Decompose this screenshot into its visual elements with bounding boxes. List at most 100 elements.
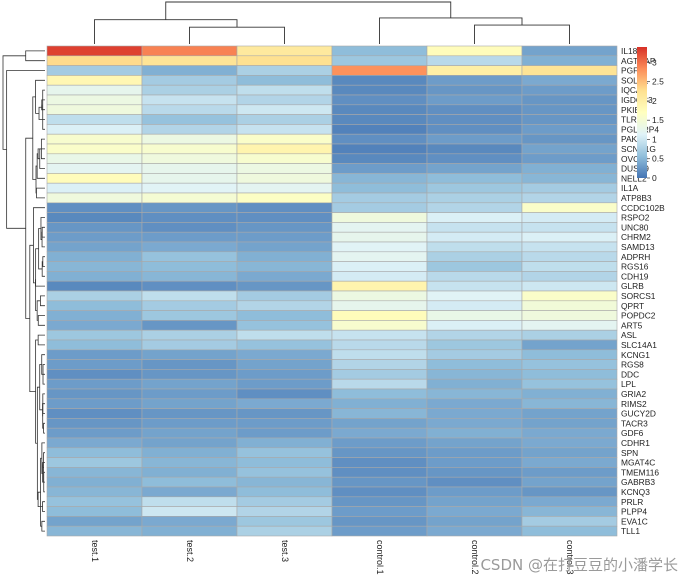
heatmap-cell	[331, 212, 428, 223]
heatmap-cell	[46, 320, 143, 331]
heatmap-cell	[426, 153, 523, 164]
heatmap-cell	[236, 486, 333, 498]
row-label: GUCY2D	[621, 409, 656, 419]
heatmap-cell	[331, 457, 428, 468]
heatmap-cell	[426, 192, 523, 204]
heatmap-cell	[331, 75, 428, 86]
legend-tick-label: 3	[652, 57, 657, 67]
heatmap-cell	[141, 94, 238, 106]
legend-tick-label: 1	[652, 134, 657, 144]
heatmap-cell	[141, 133, 238, 145]
heatmap-cell	[236, 329, 333, 341]
heatmap-cell	[141, 192, 238, 204]
heatmap-cell	[426, 55, 523, 66]
row-dendrogram-branch	[36, 300, 41, 321]
heatmap-cell	[331, 45, 428, 57]
heatmap-cell	[141, 339, 238, 351]
row-dendrogram-branch	[2, 55, 26, 150]
heatmap-cell	[141, 163, 238, 174]
column-dendrogram	[94, 1, 570, 44]
heatmap-cell	[46, 418, 143, 429]
heatmap-cell	[236, 476, 333, 488]
heatmap-cell	[521, 231, 618, 243]
column-dendrogram-branch	[379, 17, 523, 44]
heatmap-cell	[331, 173, 428, 184]
heatmap-cell	[236, 447, 333, 458]
row-dendrogram-branch	[37, 334, 45, 346]
heatmap-cell	[46, 388, 143, 400]
heatmap-cell	[46, 182, 143, 194]
row-label: IGDCC3	[621, 95, 653, 105]
heatmap-cell	[426, 447, 523, 458]
heatmap-cell	[331, 55, 428, 66]
row-label: GABRB3	[621, 477, 655, 487]
heatmap-cell	[141, 104, 238, 115]
heatmap-cell	[331, 476, 428, 488]
heatmap-cell	[426, 467, 523, 478]
heatmap-cell	[141, 45, 238, 57]
heatmap-cell	[331, 427, 428, 439]
heatmap-cell	[521, 133, 618, 145]
heatmap-cell	[426, 359, 523, 370]
heatmap-cell	[331, 447, 428, 458]
row-dendrogram-branch	[36, 187, 45, 199]
row-dendrogram-branch	[41, 99, 45, 111]
heatmap-cell	[521, 427, 618, 439]
heatmap-cell	[521, 124, 618, 135]
heatmap-cell	[426, 418, 523, 429]
heatmap-cell	[236, 75, 333, 86]
row-label: KCNQ3	[621, 487, 650, 497]
row-label: PGF	[621, 66, 638, 76]
heatmap-cell	[426, 114, 523, 125]
heatmap-cell	[521, 94, 618, 106]
row-label: IL18	[621, 46, 638, 56]
heatmap-cell	[521, 192, 618, 204]
heatmap-cell	[426, 457, 523, 468]
column-label: test.3	[280, 540, 290, 562]
heatmap-cell	[236, 212, 333, 223]
heatmap-cell	[331, 339, 428, 351]
row-label: ADPRH	[621, 252, 650, 262]
heatmap-cell	[236, 45, 333, 57]
row-label: QPRT	[621, 301, 644, 311]
heatmap-cell	[331, 516, 428, 527]
heatmap-cell	[426, 388, 523, 400]
row-dendrogram-branch	[35, 165, 38, 194]
row-dendrogram-branch	[41, 354, 45, 375]
row-label: RGS8	[621, 360, 644, 370]
heatmap-cell	[331, 65, 428, 76]
heatmap-cell	[236, 84, 333, 96]
heatmap-cell	[426, 437, 523, 449]
heatmap-cell	[521, 261, 618, 272]
row-label: PAK6	[621, 134, 642, 144]
row-label: IQCA1	[621, 85, 646, 95]
heatmap-cell	[141, 65, 238, 76]
heatmap-cell	[236, 506, 333, 517]
heatmap-cell	[46, 476, 143, 488]
heatmap-cell	[331, 163, 428, 174]
heatmap-cell	[331, 320, 428, 331]
heatmap-cell	[331, 388, 428, 400]
heatmap-cell	[426, 310, 523, 321]
heatmap-cell	[141, 408, 238, 419]
row-label: RGS16	[621, 262, 649, 272]
heatmap-cell	[426, 231, 523, 243]
row-dendrogram-branch	[43, 452, 45, 483]
heatmap-cell	[46, 329, 143, 341]
heatmap-cell	[331, 525, 428, 537]
row-label: TLL1	[621, 526, 640, 536]
heatmap-cell	[141, 290, 238, 302]
heatmap-cell	[141, 271, 238, 282]
heatmap-cell	[236, 496, 333, 507]
heatmap-cell	[521, 339, 618, 351]
heatmap-cell	[141, 261, 238, 272]
heatmap-cell	[521, 486, 618, 498]
heatmap-cell	[236, 65, 333, 76]
row-dendrogram-branch	[25, 137, 33, 319]
heatmap-cell	[141, 496, 238, 507]
row-label: NELL2	[621, 173, 647, 183]
heatmap-cell	[426, 398, 523, 409]
heatmap-cell	[331, 408, 428, 419]
heatmap-cell	[331, 124, 428, 135]
row-dendrogram-branch	[41, 104, 43, 111]
